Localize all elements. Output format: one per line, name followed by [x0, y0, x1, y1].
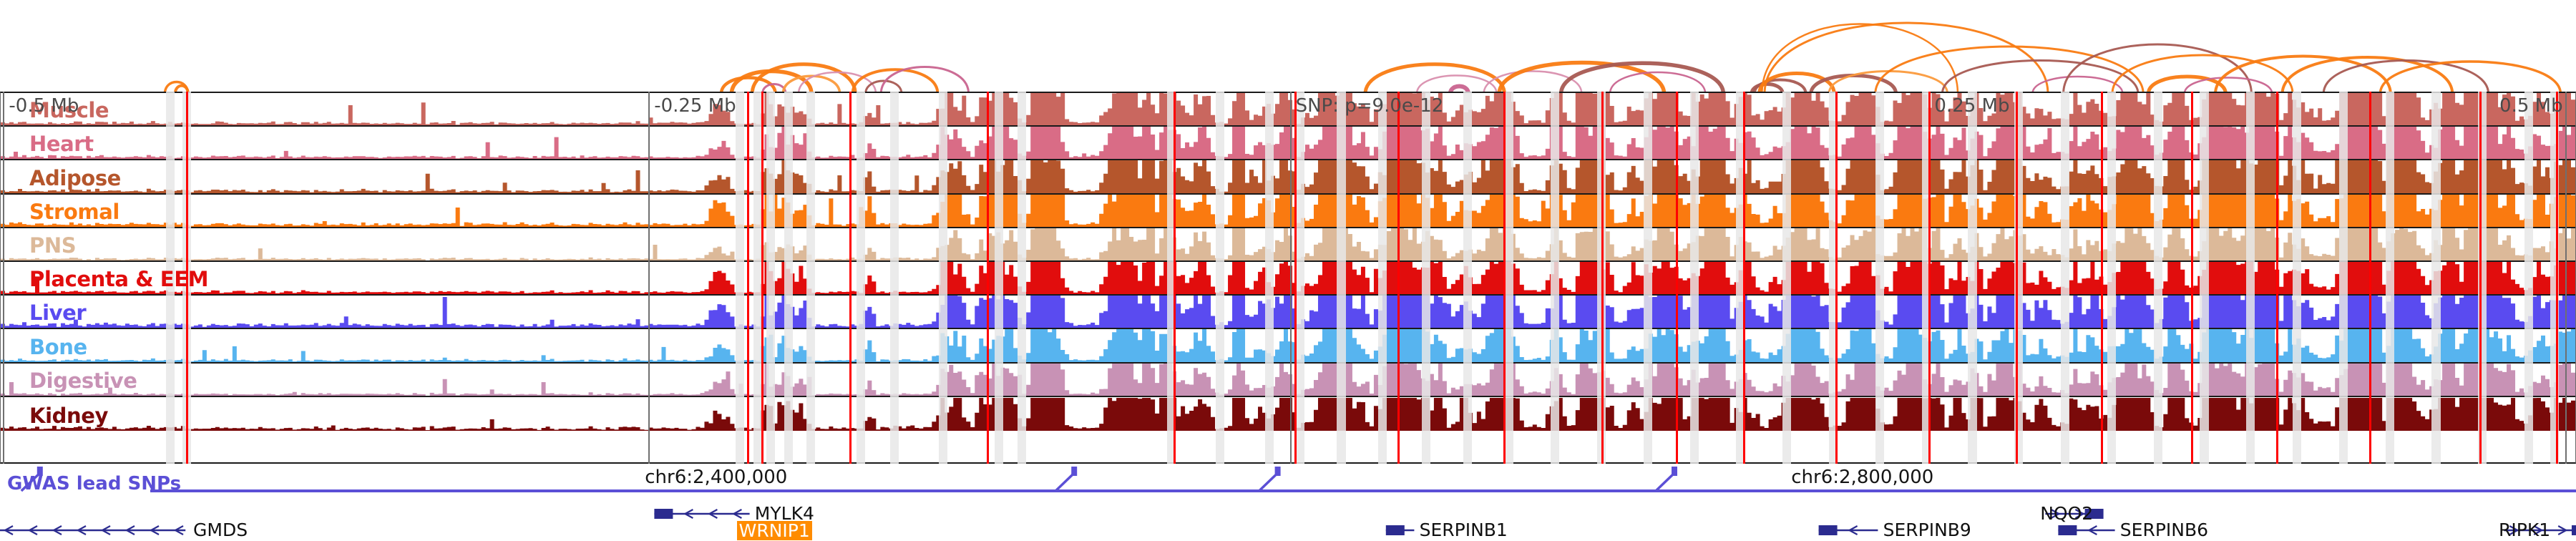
gwas-lead-snp-track[interactable]: GWAS lead SNPs chr6:2,400,000 chr6:2,800,… — [0, 467, 2576, 501]
loop-arc — [1750, 82, 1785, 96]
gene-label-ripk1[interactable]: RIPK1 — [2499, 520, 2551, 540]
gwas-track-label: GWAS lead SNPs — [7, 473, 182, 494]
loop-arc — [2322, 59, 2490, 95]
signal-profile — [1, 93, 2575, 126]
signal-profile — [1, 160, 2575, 193]
gwas-snp-connector — [1054, 472, 1075, 492]
loop-arc — [761, 83, 787, 95]
strand-arrow-icon — [27, 525, 38, 535]
strand-arrow-icon — [2533, 525, 2544, 535]
gwas-snp-connector — [1654, 472, 1676, 492]
signal-track-pns[interactable]: PNS — [1, 228, 2575, 262]
gene-label-mylk4[interactable]: MYLK4 — [754, 503, 814, 524]
genomic-coordinate-label: chr6:2,800,000 — [1791, 467, 1934, 488]
signal-track-adipose[interactable]: Adipose — [1, 160, 2575, 195]
loop-arc — [2183, 77, 2273, 95]
signal-profile — [1, 194, 2575, 227]
loop-arc — [2379, 60, 2562, 95]
strand-arrow-icon — [100, 525, 111, 535]
gene-label-serpinb6[interactable]: SERPINB6 — [2119, 520, 2209, 540]
strand-arrow-icon — [683, 509, 693, 519]
signal-profile — [1, 127, 2575, 160]
loop-arc — [1558, 61, 1726, 96]
strand-arrow-icon — [76, 525, 87, 535]
signal-track-digestive[interactable]: Digestive — [1, 363, 2575, 397]
signal-track-muscle[interactable]: Muscle — [1, 93, 2575, 127]
gene-label-serpinb1[interactable]: SERPINB1 — [1419, 520, 1508, 540]
strand-arrow-icon — [2087, 525, 2097, 535]
loop-arc — [879, 66, 970, 95]
strand-arrow-icon — [3, 525, 14, 535]
loop-arc — [864, 79, 903, 95]
signal-track-liver[interactable]: Liver — [1, 296, 2575, 330]
signal-track-kidney[interactable]: Kidney — [1, 397, 2575, 431]
gene-label-nqo2[interactable]: NQO2 — [2040, 503, 2094, 524]
loop-arc — [2031, 75, 2124, 95]
strand-arrow-icon — [149, 525, 160, 535]
loop-arc — [1497, 60, 1667, 96]
gwas-snp-connector — [20, 472, 42, 492]
signal-track-panel: Muscle Heart Adipose Stromal PNS Placenta & E… — [0, 92, 2576, 464]
signal-track-heart[interactable]: Heart — [1, 127, 2575, 161]
strand-arrow-icon — [2074, 509, 2085, 519]
gene-exon-block — [654, 509, 673, 519]
loop-arc — [1761, 23, 1959, 95]
loop-arc — [797, 71, 877, 95]
loop-arc — [1363, 62, 1506, 96]
signal-profile — [1, 296, 2575, 328]
loop-arc — [173, 84, 190, 95]
loop-arc — [1415, 74, 1498, 95]
loop-arc — [2280, 56, 2454, 95]
gwas-lead-snp-mark[interactable] — [1274, 467, 1281, 476]
loop-arc — [2146, 74, 2228, 96]
loop-arc — [750, 62, 857, 96]
gene-annotation-track[interactable]: GMDS MYLK4 WRNIP1 SERPINB1 SERPINB9 NQO2 SERPI… — [0, 501, 2576, 540]
signal-profile — [1, 329, 2575, 362]
chromatin-loop-arcs — [163, 21, 2562, 96]
signal-profile — [1, 261, 2575, 295]
signal-track-bone[interactable]: Bone — [1, 329, 2575, 364]
strand-arrow-icon — [2050, 509, 2061, 519]
loop-arc — [2214, 54, 2392, 95]
loop-arc — [719, 76, 777, 96]
strand-arrow-icon — [1848, 525, 1858, 535]
loop-arc — [1448, 84, 1470, 96]
strand-arrow-icon — [52, 525, 62, 535]
strand-arrow-icon — [708, 509, 718, 519]
strand-arrow-icon — [2557, 525, 2568, 535]
gene-exon-block — [2084, 509, 2104, 519]
gene-label-wrnip1[interactable]: WRNIP1 — [736, 521, 812, 540]
signal-profile — [1, 363, 2575, 396]
loop-arc — [1483, 70, 1583, 95]
signal-profile — [1, 228, 2575, 260]
gwas-lead-snp-mark[interactable] — [1672, 467, 1677, 476]
loop-arc — [2111, 54, 2294, 95]
gene-label-serpinb9[interactable]: SERPINB9 — [1883, 520, 1971, 540]
gwas-snp-connector — [1258, 472, 1279, 492]
strand-arrow-icon — [2509, 525, 2519, 535]
gene-exon-block — [2572, 525, 2576, 535]
genomic-coordinate-label: chr6:2,400,000 — [645, 467, 788, 488]
gwas-snp-connector-svg — [20, 467, 2576, 492]
signal-profile — [1, 397, 2575, 431]
signal-track-stromal[interactable]: Stromal — [1, 194, 2575, 228]
gene-exon-block — [2058, 525, 2077, 535]
strand-arrow-icon — [732, 509, 742, 519]
gene-label-gmds[interactable]: GMDS — [193, 520, 248, 540]
strand-arrow-icon — [173, 525, 184, 535]
gwas-lead-snp-mark[interactable] — [1071, 467, 1078, 476]
loop-arc — [1752, 78, 1807, 95]
signal-track-placenta-eem[interactable]: Placenta & EEM — [1, 261, 2575, 296]
gwas-lead-snp-mark[interactable] — [36, 467, 43, 476]
strand-arrow-icon — [125, 525, 135, 535]
loop-arc — [1609, 71, 1707, 95]
loop-arc — [781, 74, 841, 95]
loop-arc — [2062, 43, 2253, 95]
gene-exon-block — [1818, 525, 1838, 535]
gene-exon-block — [1385, 525, 1405, 535]
loop-arc — [851, 68, 940, 95]
loop-arc — [1941, 59, 2140, 95]
